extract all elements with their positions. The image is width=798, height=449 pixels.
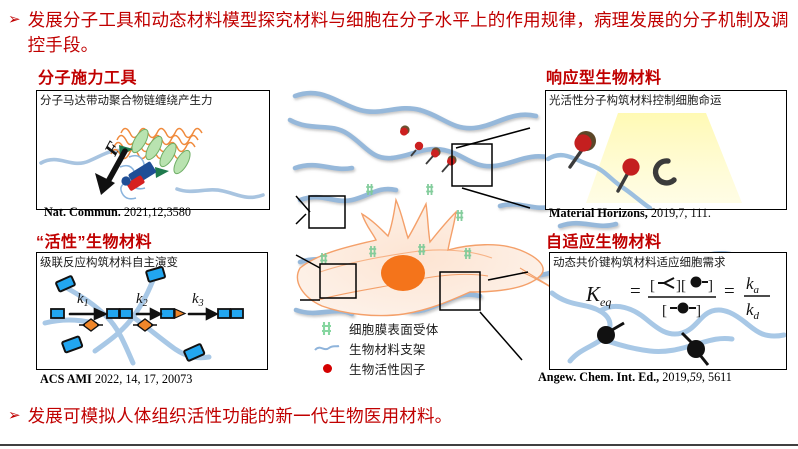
legend: 细胞膜表面受体 生物材料支架 生物活性因子 bbox=[305, 318, 490, 378]
dynamic-covalent-diagram bbox=[550, 290, 786, 366]
panel-bottom-left: 级联反应构筑材料自主演变 bbox=[36, 252, 268, 370]
photoactive-material-diagram bbox=[546, 113, 742, 209]
bioactive-factor-icon bbox=[305, 363, 349, 373]
citation-journal: Angew. Chem. Int. Ed., bbox=[538, 370, 660, 384]
citation-detail: 2022, 14, 17, 20073 bbox=[94, 372, 193, 386]
dynamic-bond-node-1 bbox=[597, 321, 625, 344]
reaction-species bbox=[50, 308, 244, 319]
photoswitch-molecule-2 bbox=[616, 158, 640, 193]
citation-journal: ACS AMI bbox=[40, 372, 92, 386]
equation-equals-1: = bbox=[630, 281, 641, 302]
citation-top-right: Material Horizons, 2019,7, 111. bbox=[549, 206, 711, 221]
bioactive-factors-center bbox=[400, 125, 457, 173]
svg-text:kd: kd bbox=[746, 300, 760, 322]
svg-text:]: ] bbox=[708, 278, 713, 294]
equation-numerator: [ bbox=[650, 278, 655, 294]
cascade-reaction-diagram: k1 k2 k3 bbox=[42, 266, 244, 366]
legend-label-receptor: 细胞膜表面受体 bbox=[349, 322, 439, 337]
force-arrow-icon bbox=[95, 148, 128, 195]
svg-text:]: ] bbox=[696, 303, 701, 319]
equilibrium-equation: Keq = [ ][ ] [ ] = k bbox=[585, 274, 770, 322]
equation-denominator: [ bbox=[662, 303, 667, 319]
panel-caption-bottom-right: 动态共价键构筑材料适应细胞需求 bbox=[553, 257, 726, 269]
catalyst-diamonds bbox=[79, 318, 157, 332]
membrane-receptors bbox=[320, 184, 472, 264]
top-bullet-text: 发展分子工具和动态材料模型探究材料与细胞在分子水平上的作用规律，病理发展的分子机… bbox=[27, 10, 789, 55]
reaction-arrows bbox=[68, 307, 219, 321]
scaffold-icon bbox=[305, 342, 349, 354]
citation-bottom-right: Angew. Chem. Int. Ed., 2019,59, 5611 bbox=[538, 370, 732, 385]
dynamic-bond-node-2 bbox=[680, 331, 710, 366]
equation-fraction-right: ka kd bbox=[744, 274, 770, 322]
citation-year: 2019, bbox=[662, 370, 690, 384]
equation-equals-2: = bbox=[724, 281, 735, 302]
svg-text:][: ][ bbox=[676, 278, 686, 294]
rate-constant-labels: k1 k2 k3 bbox=[77, 291, 204, 309]
photoswitch-molecule-1 bbox=[568, 131, 596, 169]
legend-label-bioactive-factor: 生物活性因子 bbox=[349, 362, 426, 377]
light-beam bbox=[586, 113, 742, 203]
citation-page: , 5611 bbox=[701, 370, 732, 384]
scaffold-fiber bbox=[546, 152, 653, 209]
citation-detail: 2021,12,3580 bbox=[123, 205, 191, 219]
legend-label-scaffold: 生物材料支架 bbox=[349, 342, 426, 357]
citation-top-left: Nat. Commun. 2021,12,3580 bbox=[44, 205, 191, 220]
rate-label-k2: k2 bbox=[136, 291, 148, 309]
rate-label-k1: k1 bbox=[77, 291, 89, 309]
citation-volume: 59 bbox=[689, 370, 702, 384]
panel-title-responsive-biomaterial: 响应型生物材料 bbox=[546, 70, 662, 87]
cell-body bbox=[296, 197, 581, 317]
bullet-arrow-icon: ➢ bbox=[8, 406, 21, 424]
citation-detail: 2019,7, 111. bbox=[650, 206, 711, 220]
panel-bottom-right: 动态共价键构筑材料适应细胞需求 Keq = bbox=[549, 252, 787, 370]
citation-journal: Material Horizons, bbox=[549, 206, 648, 220]
bottom-bullet: ➢ 发展可模拟人体组织活性功能的新一代生物医用材料。 bbox=[8, 404, 790, 429]
panel-caption-top-right: 光活性分子构筑材料控制细胞命运 bbox=[549, 95, 722, 107]
citation-bottom-left: ACS AMI 2022, 14, 17, 20073 bbox=[40, 372, 192, 387]
photoswitch-open-form bbox=[652, 158, 677, 186]
scaffold-fibers bbox=[550, 290, 786, 364]
molecular-motor-diagram: F bbox=[39, 127, 265, 200]
blue-block-particles bbox=[55, 266, 206, 362]
legend-item-receptor: 细胞膜表面受体 bbox=[305, 318, 490, 338]
cell-nucleus bbox=[381, 255, 425, 291]
panel-caption-top-left: 分子马达带动聚合物链缠绕产生力 bbox=[40, 95, 213, 107]
rate-label-k3: k3 bbox=[192, 291, 204, 309]
bullet-arrow-icon: ➢ bbox=[8, 10, 21, 28]
equation-fraction-left: [ ][ ] [ ] bbox=[648, 276, 716, 319]
equation-lhs: Keq bbox=[585, 282, 611, 309]
panel-caption-bottom-left: 级联反应构筑材料自主演变 bbox=[40, 257, 178, 269]
panel-top-right: 光活性分子构筑材料控制细胞命运 bbox=[545, 90, 787, 210]
panel-top-left: 分子马达带动聚合物链缠绕产生力 bbox=[36, 90, 270, 210]
citation-journal: Nat. Commun. bbox=[44, 205, 121, 219]
green-helix-segments bbox=[131, 128, 191, 175]
bottom-divider bbox=[0, 444, 798, 446]
receptor-icon bbox=[305, 321, 349, 336]
panel-title-molecular-force-tool: 分子施力工具 bbox=[38, 70, 138, 87]
top-bullet: ➢ 发展分子工具和动态材料模型探究材料与细胞在分子水平上的作用规律，病理发展的分… bbox=[8, 8, 790, 58]
panel-title-living-biomaterial: “活性”生物材料 bbox=[36, 234, 153, 251]
legend-item-bioactive-factor: 生物活性因子 bbox=[305, 358, 490, 378]
svg-text:ka: ka bbox=[746, 274, 760, 296]
bottom-bullet-text: 发展可模拟人体组织活性功能的新一代生物医用材料。 bbox=[27, 406, 453, 426]
legend-item-scaffold: 生物材料支架 bbox=[305, 338, 490, 358]
motor-core bbox=[121, 161, 156, 191]
panel-title-adaptive-biomaterial: 自适应生物材料 bbox=[546, 234, 662, 251]
